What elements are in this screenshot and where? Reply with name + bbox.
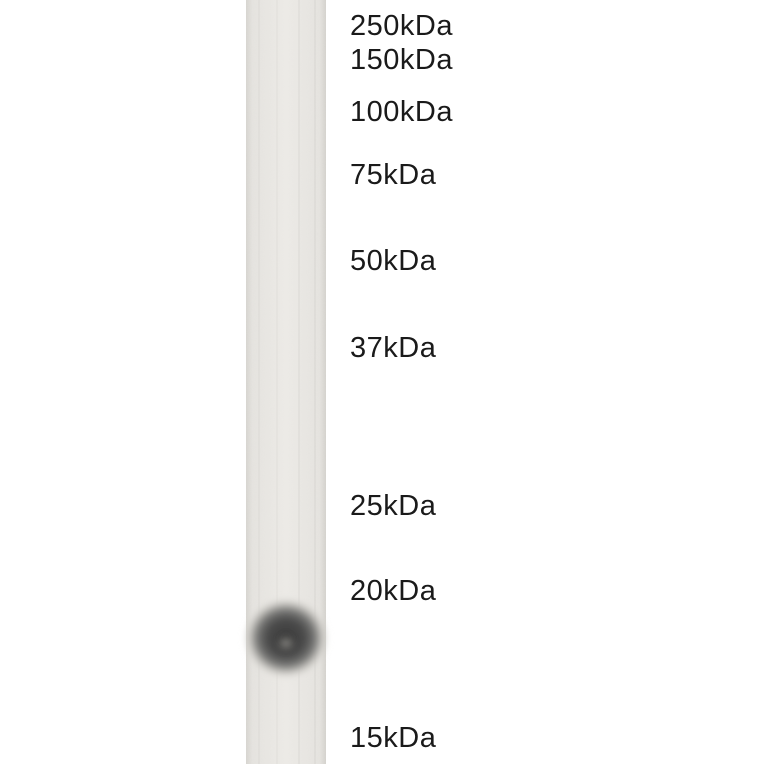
marker-50kda: 50kDa [350,245,436,278]
marker-15kda: 15kDa [350,722,436,755]
marker-75kda: 75kDa [350,159,436,192]
marker-100kda: 100kDa [350,96,453,129]
marker-37kda: 37kDa [350,332,436,365]
marker-20kda: 20kDa [350,575,436,608]
band-svg [226,578,346,698]
blot-figure: 250kDa 150kDa 100kDa 75kDa 50kDa 37kDa 2… [0,0,764,764]
marker-150kda: 150kDa [350,44,453,77]
marker-250kda: 250kDa [350,10,453,43]
marker-25kda: 25kDa [350,490,436,523]
